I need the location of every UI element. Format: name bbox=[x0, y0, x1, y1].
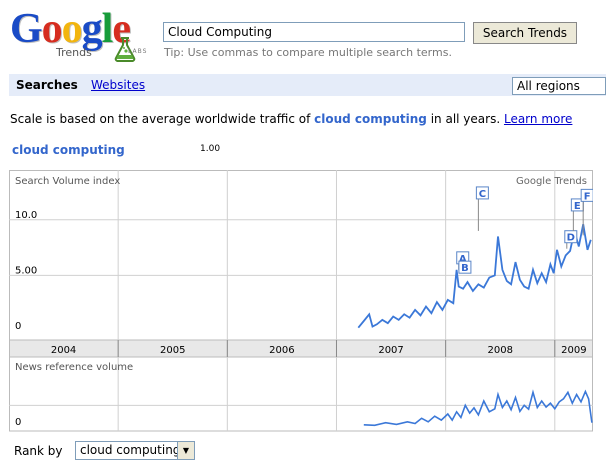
flask-icon bbox=[114, 37, 136, 62]
year-tick-label: 2005 bbox=[160, 345, 185, 356]
annotation-flag bbox=[458, 260, 472, 274]
news-title: News reference volume bbox=[15, 362, 133, 373]
google-trends-watermark: Google Trends bbox=[516, 176, 587, 187]
annotation-flag bbox=[475, 186, 489, 200]
nav-bar: Searches Websites bbox=[9, 74, 606, 96]
trends-chart: 2004 2005 2006 2007 2008 2009 10.0 5.00 0 Search … bbox=[9, 170, 593, 432]
logo-labs: LABS bbox=[128, 48, 148, 55]
scale-note-term: cloud computing bbox=[314, 112, 427, 126]
logo-letter: g bbox=[81, 6, 103, 52]
tab-websites[interactable]: Websites bbox=[91, 78, 146, 92]
year-axis-band bbox=[9, 339, 593, 358]
y-tick-label: 10.0 bbox=[15, 210, 37, 221]
year-tick-label: 2006 bbox=[269, 345, 294, 356]
annotation-label: A bbox=[459, 254, 467, 265]
scale-note: Scale is based on the average worldwide … bbox=[10, 112, 572, 126]
scale-note-prefix: Scale is based on the average worldwide … bbox=[10, 112, 315, 126]
annotation-flag bbox=[564, 230, 578, 244]
annotation-label: D bbox=[567, 233, 575, 244]
news-y-tick-label: 0 bbox=[15, 417, 21, 428]
annotation-label: B bbox=[461, 263, 469, 274]
tab-searches[interactable]: Searches bbox=[16, 78, 78, 92]
logo-letter: o bbox=[61, 6, 83, 52]
google-trends-logo[interactable]: Google Trends LABS bbox=[10, 6, 158, 62]
logo-letter: o bbox=[41, 6, 63, 52]
year-tick-label: 2004 bbox=[51, 345, 76, 356]
search-tip: Tip: Use commas to compare multiple sear… bbox=[164, 46, 452, 59]
logo-letter: G bbox=[10, 6, 43, 52]
news-volume-line bbox=[363, 389, 593, 427]
annotation-label: C bbox=[479, 189, 486, 200]
annotation-flag bbox=[580, 188, 593, 202]
search-volume-line bbox=[357, 224, 592, 329]
region-select[interactable]: All regions bbox=[512, 77, 606, 95]
year-tick-label: 2008 bbox=[487, 345, 512, 356]
legend-value: 1.00 bbox=[200, 144, 221, 154]
annotation-label: E bbox=[574, 201, 581, 212]
year-tick-label: 2007 bbox=[378, 345, 403, 356]
search-input[interactable] bbox=[163, 22, 465, 42]
learn-more-link[interactable]: Learn more bbox=[503, 112, 573, 126]
y-tick-label: 5.00 bbox=[15, 265, 37, 276]
logo-letter: l bbox=[101, 6, 114, 52]
annotation-label: F bbox=[584, 191, 591, 202]
rank-by-select[interactable]: cloud computing ▼ bbox=[75, 441, 195, 460]
logo-subtitle: Trends bbox=[56, 46, 92, 59]
scale-note-suffix: in all years. bbox=[426, 112, 504, 126]
year-tick-label: 2009 bbox=[561, 345, 586, 356]
legend-term-link[interactable]: cloud computing bbox=[12, 143, 125, 157]
dropdown-arrow-icon[interactable]: ▼ bbox=[177, 442, 194, 459]
rank-by-label: Rank by bbox=[14, 444, 63, 458]
chart-title: Search Volume index bbox=[15, 176, 120, 187]
y-tick-label: 0 bbox=[15, 321, 21, 332]
news-plot-frame bbox=[9, 356, 593, 432]
search-trends-button[interactable]: Search Trends bbox=[473, 22, 577, 44]
main-plot-frame bbox=[9, 170, 593, 341]
rank-by-value: cloud computing bbox=[80, 443, 181, 457]
